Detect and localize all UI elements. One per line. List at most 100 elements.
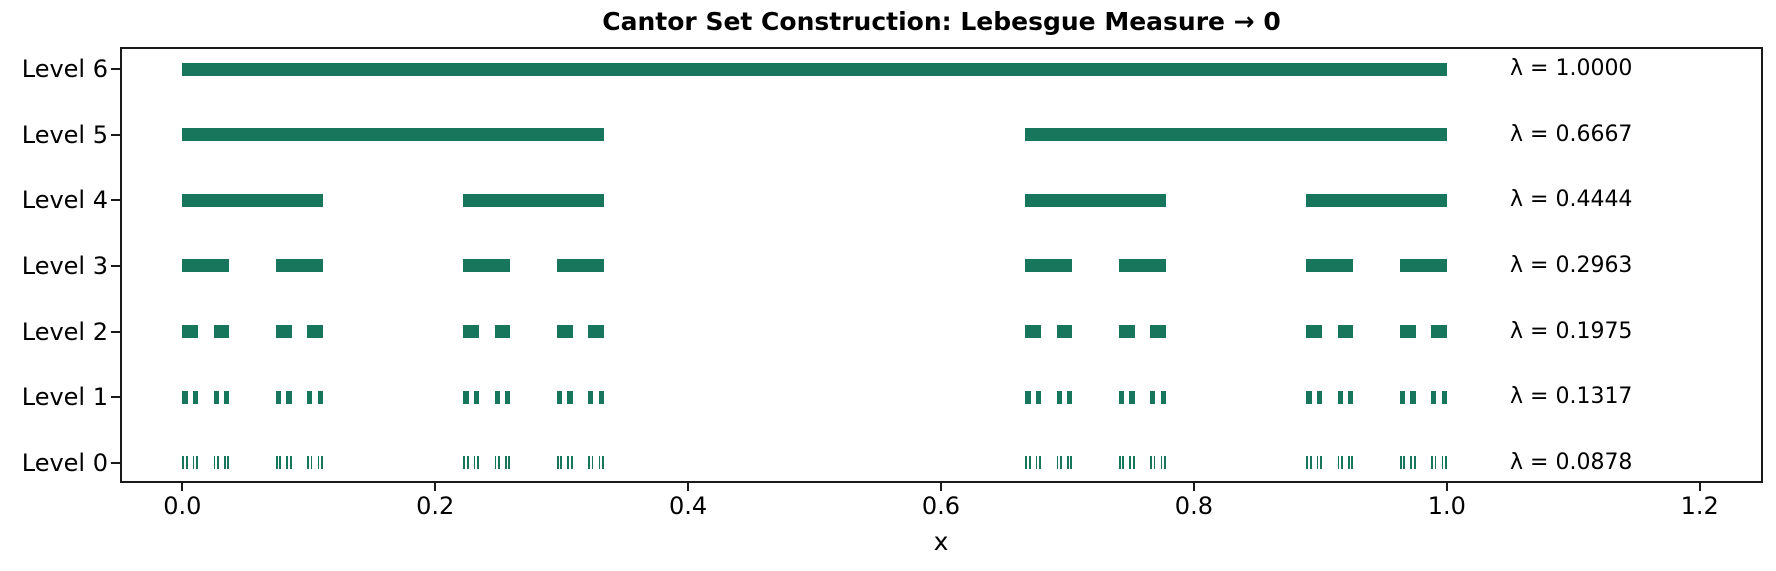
cantor-bar <box>1025 259 1073 273</box>
cantor-bar <box>504 456 507 470</box>
cantor-bar <box>556 456 559 470</box>
cantor-bar <box>463 259 511 273</box>
x-tick-label: 0.4 <box>669 492 708 520</box>
cantor-bar <box>1431 456 1433 470</box>
lambda-label: λ = 0.0878 <box>1510 449 1633 475</box>
x-tick-label: 0.8 <box>1174 492 1213 520</box>
cantor-bar <box>1337 325 1354 339</box>
cantor-bar <box>286 390 292 404</box>
cantor-bar <box>556 390 563 404</box>
cantor-bar <box>182 325 198 339</box>
y-tick <box>111 264 120 267</box>
cantor-bar <box>473 390 479 404</box>
cantor-bar <box>213 325 230 339</box>
cantor-bar <box>1309 456 1312 470</box>
cantor-bar <box>1059 456 1062 470</box>
cantor-bar <box>307 456 309 470</box>
lambda-label: λ = 0.1317 <box>1510 384 1633 410</box>
cantor-bar <box>223 456 226 470</box>
cantor-bar <box>570 456 573 470</box>
cantor-bar <box>275 390 282 404</box>
cantor-bar <box>1340 456 1343 470</box>
cantor-bar <box>1399 390 1406 404</box>
chart-title: Cantor Set Construction: Lebesgue Measur… <box>602 7 1281 36</box>
cantor-bar <box>1028 456 1031 470</box>
cantor-bar <box>588 456 590 470</box>
cantor-bar <box>591 456 594 470</box>
cantor-bar <box>567 390 573 404</box>
row-label: Level 5 <box>21 120 108 149</box>
cantor-bar <box>182 62 1447 76</box>
cantor-bar <box>1025 193 1166 207</box>
cantor-bar <box>1337 456 1340 470</box>
cantor-bar <box>463 325 479 339</box>
cantor-bar <box>196 456 198 470</box>
cantor-bar <box>1039 456 1041 470</box>
cantor-bar <box>321 456 323 470</box>
cantor-bar <box>1320 456 1322 470</box>
cantor-bar <box>1056 325 1073 339</box>
cantor-bar <box>1441 390 1447 404</box>
x-tick <box>181 483 184 491</box>
cantor-bar <box>477 456 479 470</box>
cantor-bar <box>182 390 188 404</box>
cantor-bar <box>275 456 278 470</box>
cantor-bar <box>307 325 323 339</box>
cantor-bar <box>1122 456 1125 470</box>
cantor-bar <box>1035 390 1041 404</box>
cantor-bar <box>1347 456 1350 470</box>
x-tick-label: 0.6 <box>921 492 961 520</box>
cantor-bar <box>1056 456 1059 470</box>
cantor-bar <box>227 456 230 470</box>
cantor-bar <box>1118 325 1135 339</box>
cantor-bar <box>1413 456 1416 470</box>
cantor-bar <box>1150 390 1156 404</box>
cantor-bar <box>275 325 292 339</box>
cantor-bar <box>1150 456 1152 470</box>
cantor-bar <box>508 456 511 470</box>
cantor-bar <box>275 259 323 273</box>
cantor-bar <box>1410 390 1416 404</box>
cantor-bar <box>1025 456 1028 470</box>
cantor-bar <box>504 390 511 404</box>
row-label: Level 6 <box>21 55 108 84</box>
cantor-bar <box>602 456 604 470</box>
cantor-bar <box>1431 390 1437 404</box>
cantor-bar <box>463 390 469 404</box>
cantor-bar <box>1403 456 1406 470</box>
cantor-bar <box>1316 456 1319 470</box>
row-label: Level 3 <box>21 251 108 280</box>
cantor-bar <box>317 456 320 470</box>
cantor-bar <box>1025 325 1041 339</box>
cantor-bar <box>556 259 604 273</box>
row-label: Level 2 <box>21 317 108 346</box>
cantor-bar <box>1306 456 1309 470</box>
lambda-label: λ = 0.2963 <box>1510 252 1633 278</box>
cantor-bar <box>1160 390 1166 404</box>
cantor-bar <box>1150 325 1166 339</box>
cantor-bar <box>192 456 195 470</box>
cantor-bar <box>1410 456 1413 470</box>
cantor-bar <box>1035 456 1038 470</box>
cantor-bar <box>279 456 282 470</box>
cantor-bar <box>494 325 511 339</box>
row-label: Level 0 <box>21 448 108 477</box>
x-tick-label: 1.2 <box>1680 492 1719 520</box>
cantor-bar <box>1129 390 1135 404</box>
cantor-bar <box>1316 390 1322 404</box>
cantor-bar <box>567 456 570 470</box>
cantor-bar <box>1129 456 1132 470</box>
cantor-bar <box>286 456 289 470</box>
cantor-bar <box>182 193 323 207</box>
cantor-bar <box>598 456 601 470</box>
x-tick-label: 0.0 <box>163 492 202 520</box>
cantor-bar <box>1160 456 1163 470</box>
cantor-bar <box>1399 456 1402 470</box>
cantor-bar <box>1025 390 1031 404</box>
cantor-bar <box>1056 390 1062 404</box>
cantor-bar <box>182 259 230 273</box>
cantor-bar <box>1441 456 1444 470</box>
lambda-label: λ = 0.6667 <box>1510 121 1633 147</box>
cantor-bar <box>1347 390 1354 404</box>
